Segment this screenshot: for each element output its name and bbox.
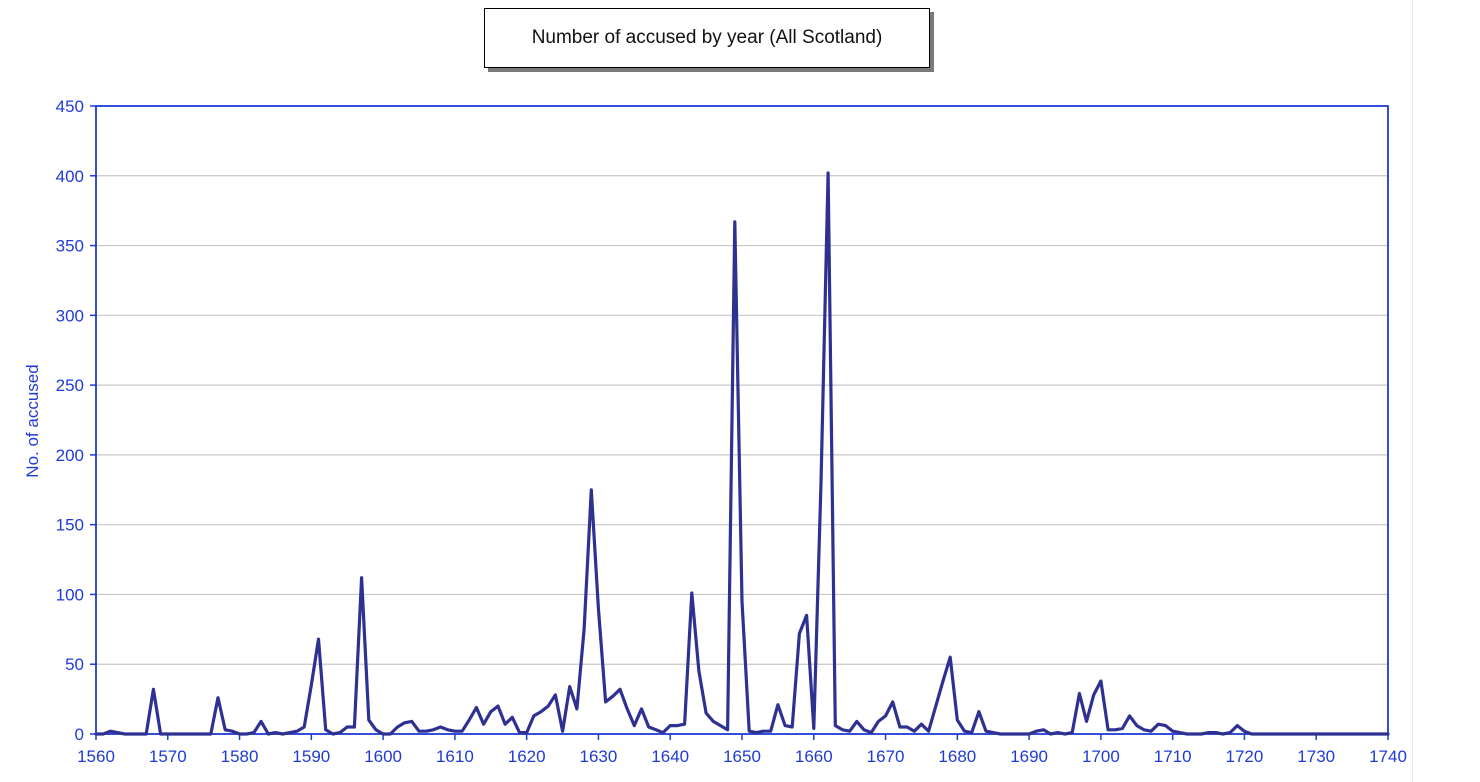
x-tick-label: 1560	[77, 747, 115, 766]
y-tick-label: 350	[56, 237, 84, 256]
x-tick-label: 1660	[795, 747, 833, 766]
x-tick-label: 1580	[221, 747, 259, 766]
x-tick-label: 1680	[938, 747, 976, 766]
y-tick-labels: 0 50 100 150 200 250 300 350 400 450	[56, 97, 84, 744]
x-tick-labels: 1560 1570 1580 1590 1600 1610 1620 1630 1640 1650…	[77, 747, 1407, 766]
plot-frame	[95, 105, 1389, 735]
x-tick-label: 1740	[1369, 747, 1407, 766]
y-tick-label: 100	[56, 585, 84, 604]
y-tick-label: 200	[56, 446, 84, 465]
x-tick-label: 1650	[723, 747, 761, 766]
chart-title: Number of accused by year (All Scotland)	[531, 27, 883, 48]
x-tick-label: 1690	[1010, 747, 1048, 766]
x-tick-label: 1600	[364, 747, 402, 766]
x-tick-label: 1730	[1297, 747, 1335, 766]
x-tick-label: 1630	[580, 747, 618, 766]
panel-edge	[1412, 0, 1413, 782]
series-line	[94, 171, 1390, 736]
x-tick-label: 1710	[1154, 747, 1192, 766]
chart-title-box: Number of accused by year (All Scotland)	[484, 8, 930, 68]
y-tick-label: 400	[56, 167, 84, 186]
grid-lines	[96, 175, 1388, 665]
x-tick-label: 1620	[508, 747, 546, 766]
y-tick-label: 300	[56, 306, 84, 325]
x-tick-label: 1570	[149, 747, 187, 766]
x-tick-label: 1700	[1082, 747, 1120, 766]
x-tick-label: 1610	[436, 747, 474, 766]
y-tick-label: 50	[65, 655, 84, 674]
x-tick-label: 1720	[1226, 747, 1264, 766]
x-tick-label: 1640	[651, 747, 689, 766]
y-tick-label: 150	[56, 516, 84, 535]
y-axis-label: No. of accused	[23, 364, 42, 477]
y-tick-label: 250	[56, 376, 84, 395]
y-tick-label: 450	[56, 97, 84, 116]
series-layer	[94, 171, 1390, 736]
x-tick-label: 1590	[292, 747, 330, 766]
x-tick-label: 1670	[867, 747, 905, 766]
y-tick-label: 0	[75, 725, 84, 744]
